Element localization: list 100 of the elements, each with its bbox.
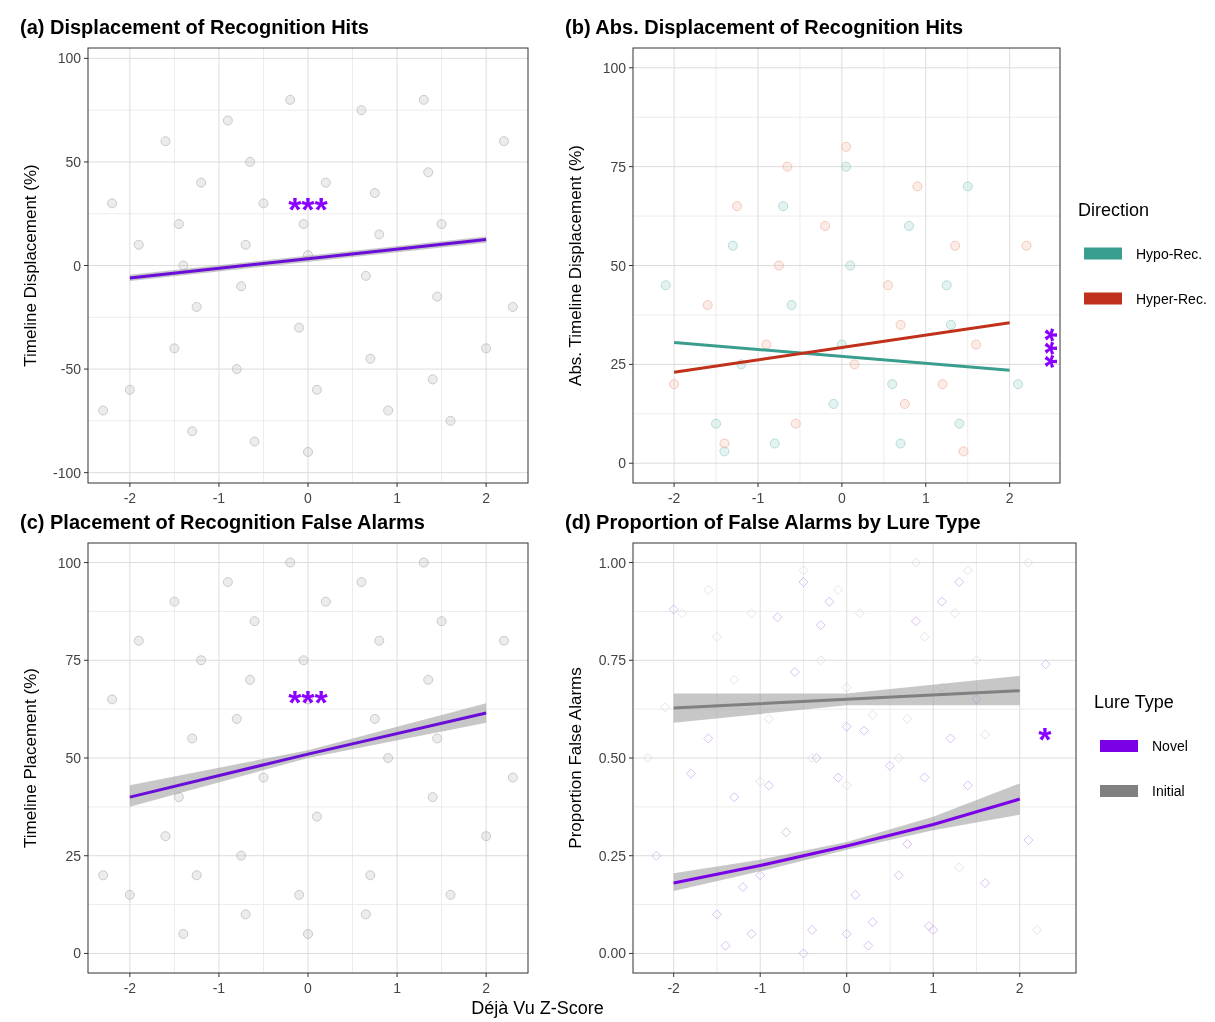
point — [191, 870, 202, 881]
point — [849, 359, 860, 370]
point — [895, 319, 906, 330]
annotation: * — [1038, 719, 1053, 758]
y-tick-label: 0.50 — [598, 750, 627, 766]
point — [98, 405, 109, 416]
x-tick-label: 1 — [921, 490, 930, 506]
point — [298, 219, 309, 230]
point — [904, 220, 914, 231]
point — [294, 322, 305, 333]
point — [971, 655, 982, 666]
point — [883, 280, 894, 291]
x-tick-label: -2 — [123, 490, 137, 506]
point — [719, 446, 730, 457]
point — [369, 713, 380, 724]
point — [772, 612, 783, 623]
y-tick-label: 50 — [610, 257, 627, 274]
x-tick-label: -1 — [751, 490, 765, 506]
point — [859, 725, 870, 736]
point — [949, 608, 960, 619]
point — [841, 780, 852, 791]
point — [919, 631, 930, 642]
point — [841, 682, 852, 693]
point — [498, 635, 509, 646]
point — [899, 398, 910, 409]
point — [729, 674, 740, 685]
point — [231, 364, 242, 375]
point — [919, 772, 930, 783]
point — [910, 616, 921, 627]
point — [245, 674, 256, 685]
point — [790, 418, 801, 429]
point — [432, 291, 443, 302]
point — [383, 405, 394, 416]
point — [374, 229, 385, 240]
x-axis-title: Déjà Vu Z-Score — [471, 998, 604, 1018]
legend-label: Novel — [1152, 738, 1188, 754]
point — [236, 850, 247, 861]
point — [811, 753, 822, 763]
point — [249, 436, 260, 447]
point — [423, 674, 434, 685]
legend-title: Direction — [1078, 199, 1150, 220]
point — [962, 181, 973, 192]
point — [133, 635, 144, 646]
point — [374, 635, 385, 646]
point — [294, 889, 305, 900]
point — [923, 921, 934, 932]
legend-label: Hyper-Rec. — [1136, 290, 1207, 307]
y-axis-title: Timeline Displacement (%) — [21, 164, 40, 367]
point — [196, 655, 207, 666]
point — [746, 928, 757, 939]
x-tick-label: 0 — [304, 490, 313, 506]
point — [498, 136, 509, 147]
point — [850, 889, 861, 900]
point — [761, 339, 772, 350]
point — [187, 733, 198, 744]
point — [958, 446, 969, 457]
point — [746, 608, 757, 619]
point — [365, 870, 376, 881]
point — [677, 608, 688, 619]
x-tick-label: -2 — [123, 980, 137, 996]
point — [845, 260, 856, 271]
y-tick-label: 100 — [602, 59, 627, 76]
point — [427, 374, 438, 385]
chart-title: (a) Displacement of Recognition Hits — [20, 16, 369, 38]
point — [303, 446, 313, 457]
point — [258, 772, 269, 783]
x-tick-label: 1 — [393, 980, 402, 996]
point — [236, 281, 247, 292]
x-tick-label: 0 — [837, 490, 846, 506]
point — [950, 240, 961, 251]
point — [356, 105, 367, 116]
point — [311, 811, 322, 822]
point — [423, 167, 434, 178]
point — [824, 596, 835, 607]
point — [711, 631, 722, 642]
point — [798, 565, 809, 576]
point — [841, 928, 852, 939]
point — [356, 577, 367, 588]
point — [320, 596, 331, 607]
point — [383, 753, 394, 763]
x-tick-label: 0 — [842, 980, 851, 996]
point — [133, 239, 144, 250]
point — [807, 753, 818, 763]
point — [418, 557, 429, 568]
point — [941, 280, 952, 291]
point — [902, 839, 913, 849]
point — [727, 240, 738, 251]
point — [124, 384, 135, 395]
point — [98, 870, 109, 881]
legend-title: Lure Type — [1094, 692, 1174, 712]
point — [971, 694, 982, 705]
point — [945, 319, 956, 330]
point — [962, 780, 973, 791]
x-tick-label: -1 — [212, 980, 226, 996]
point — [285, 94, 296, 105]
point — [222, 115, 233, 126]
y-tick-label: 1.00 — [598, 554, 627, 571]
point — [651, 850, 662, 861]
point — [820, 220, 831, 231]
point — [660, 702, 671, 713]
